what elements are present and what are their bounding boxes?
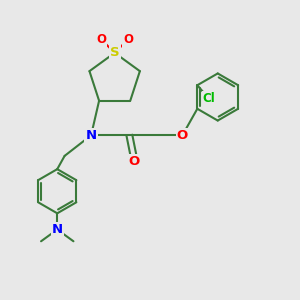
Text: N: N [52, 223, 63, 236]
Text: O: O [177, 129, 188, 142]
Text: S: S [110, 46, 119, 59]
Text: O: O [123, 33, 133, 46]
Text: Cl: Cl [203, 92, 215, 105]
Text: O: O [128, 155, 140, 168]
Text: O: O [96, 33, 106, 46]
Text: N: N [85, 129, 97, 142]
